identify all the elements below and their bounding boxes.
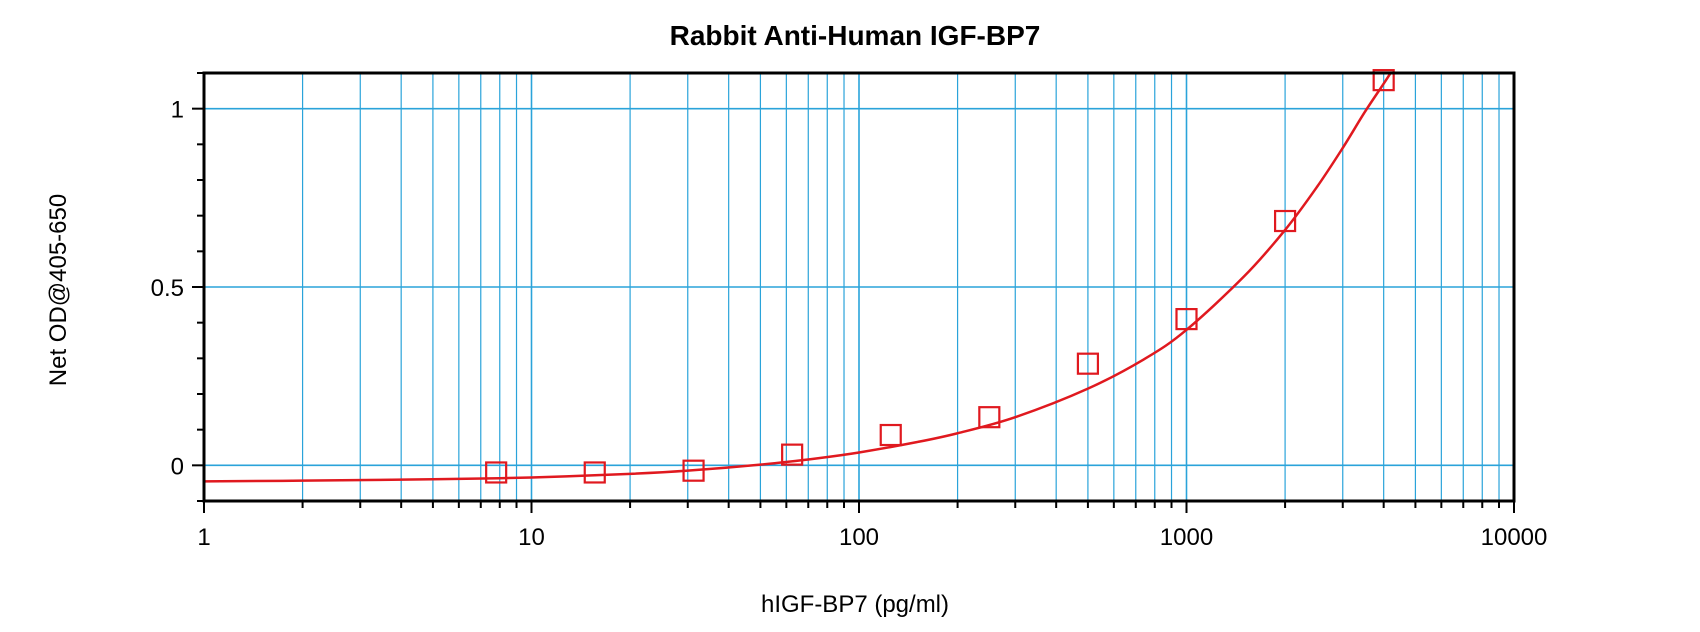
data-point bbox=[1076, 352, 1100, 375]
y-tick-label: 0 bbox=[171, 453, 184, 480]
y-axis-label: Net OD@405-650 bbox=[45, 194, 72, 386]
grid bbox=[204, 73, 1514, 501]
x-tick-label: 100 bbox=[839, 524, 879, 551]
x-tick-label: 10 bbox=[518, 524, 545, 551]
data-point bbox=[1273, 209, 1297, 233]
tick-labels: 1 10 100 1000 10000 0 0.5 1 bbox=[151, 97, 1548, 551]
data-point bbox=[485, 461, 508, 484]
data-points bbox=[485, 69, 1395, 484]
x-axis-label: hIGF-BP7 (pg/ml) bbox=[761, 591, 949, 618]
x-tick-label: 1 bbox=[197, 524, 210, 551]
chart-title: Rabbit Anti-Human IGF-BP7 bbox=[670, 20, 1041, 51]
fit-curve bbox=[204, 72, 1392, 483]
plot-frame bbox=[202, 71, 1516, 503]
data-point bbox=[1372, 69, 1395, 92]
data-point bbox=[879, 423, 902, 447]
y-tick-label: 1 bbox=[171, 97, 184, 124]
data-point bbox=[978, 406, 1001, 429]
x-tick-label: 1000 bbox=[1160, 524, 1213, 551]
fit-curve-layer bbox=[204, 72, 1392, 483]
data-point bbox=[682, 459, 705, 482]
x-tick-label: 10000 bbox=[1481, 524, 1548, 551]
data-point bbox=[1175, 308, 1198, 331]
data-point bbox=[583, 461, 606, 484]
data-point bbox=[781, 443, 804, 466]
y-tick-label: 0.5 bbox=[151, 275, 184, 302]
